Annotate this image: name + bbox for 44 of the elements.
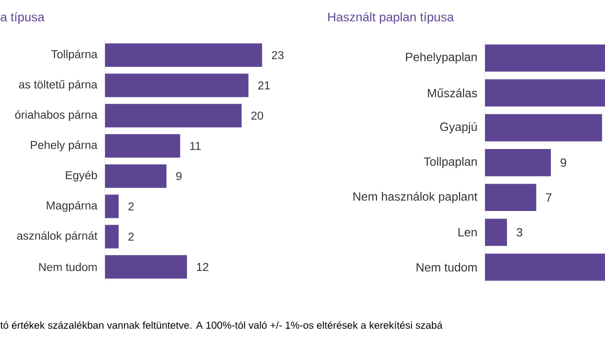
y-tick-label: Nem tudom <box>39 262 97 272</box>
bar <box>105 255 187 279</box>
data-label: 23 <box>272 51 284 60</box>
bar <box>105 134 180 158</box>
bar <box>105 104 242 128</box>
bar <box>485 114 602 142</box>
bar <box>485 149 551 176</box>
data-label: 21 <box>258 81 270 90</box>
chart-title: a típusa <box>0 12 44 24</box>
chart-title: Használt paplan típusa <box>328 12 454 24</box>
data-label: 3 <box>516 228 522 237</box>
y-tick-label: Pehely párna <box>30 140 98 152</box>
bar <box>105 74 248 98</box>
bar <box>105 194 119 218</box>
bar <box>485 254 605 281</box>
bar <box>105 164 166 188</box>
data-label: 9 <box>176 172 182 180</box>
y-tick-label: Nem tudom <box>416 262 477 272</box>
y-tick-label: óriahabos párna <box>15 110 98 122</box>
data-label: 2 <box>128 232 134 241</box>
y-tick-label: Egyéb <box>66 170 97 182</box>
data-label: 7 <box>546 193 552 202</box>
y-tick-label: as töltetű párna <box>18 80 98 91</box>
data-label: 9 <box>560 158 566 167</box>
y-tick-label: Műszálas <box>428 88 478 98</box>
y-tick-label: Pehelypaplan <box>406 52 477 64</box>
text: tó értékek százalékban vannak feltüntetve. A 100%-tól való +/- 1%-os eltérések a kerekítési szabá <box>0 321 443 329</box>
data-label: 2 <box>128 202 134 210</box>
bar <box>485 79 605 106</box>
y-tick-label: Tollpaplan <box>424 157 477 168</box>
y-tick-label: Magpárna <box>46 200 98 212</box>
y-tick-label: Gyapjú <box>440 122 477 134</box>
bar <box>485 44 605 72</box>
bar <box>485 184 536 212</box>
bar <box>485 218 507 246</box>
y-tick-label: Nem használok paplant <box>354 192 478 204</box>
bar <box>105 43 262 67</box>
y-tick-label: Tollpárna <box>51 50 98 61</box>
data-label: 11 <box>190 142 201 150</box>
y-tick-label: Len <box>458 228 477 236</box>
y-tick-label: asználok párnát <box>17 231 98 242</box>
data-label: 12 <box>197 262 208 271</box>
bar <box>105 224 119 248</box>
data-label: 20 <box>251 112 264 120</box>
